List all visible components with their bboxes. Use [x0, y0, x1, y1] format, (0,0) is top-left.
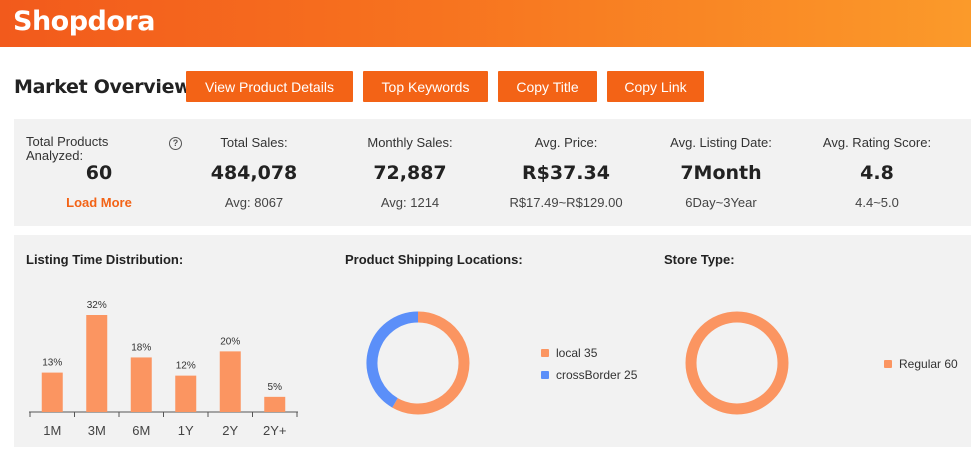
- stat-sub: Avg: 1214: [380, 195, 440, 210]
- stat-monthly-sales: Monthly Sales: 72,887 Avg: 1214: [340, 119, 480, 226]
- bar-value-label: 5%: [268, 382, 283, 393]
- bar-value-label: 13%: [42, 358, 62, 369]
- stat-value: 484,078: [210, 162, 298, 184]
- slice-Regular: [685, 311, 789, 415]
- stat-total-products: Total Products Analyzed: ? 60 Load More: [14, 119, 184, 226]
- x-tick-label: 6M: [132, 423, 150, 438]
- stat-sub: 4.4~5.0: [855, 195, 899, 210]
- top-keywords-button[interactable]: Top Keywords: [363, 71, 488, 102]
- stat-avg-rating: Avg. Rating Score: 4.8 4.4~5.0: [807, 119, 947, 226]
- bar-2Y: [219, 351, 241, 412]
- bar-1M: [41, 372, 63, 412]
- x-tick-label: 3M: [88, 423, 106, 438]
- listing-time-title: Listing Time Distribution:: [26, 252, 184, 267]
- stat-value: 7Month: [680, 162, 762, 184]
- shipping-locations-title: Product Shipping Locations:: [345, 252, 523, 267]
- slice-crossBorder: [366, 311, 419, 408]
- stat-label: Monthly Sales:: [367, 135, 453, 150]
- stat-label: Avg. Listing Date:: [670, 135, 772, 150]
- app-header: Shopdora: [0, 0, 971, 47]
- bar-value-label: 32%: [87, 300, 107, 311]
- stat-label: Total Products Analyzed:: [26, 134, 109, 163]
- shopdora-logo[interactable]: Shopdora: [13, 6, 155, 37]
- stat-avg-price: Avg. Price: R$37.34 R$17.49~R$129.00: [496, 119, 636, 226]
- copy-title-button[interactable]: Copy Title: [498, 71, 597, 102]
- stat-label: Avg. Price:: [534, 135, 598, 150]
- stat-sub: 6Day~3Year: [685, 195, 757, 210]
- slice-local: [392, 311, 470, 415]
- stat-avg-listing-date: Avg. Listing Date: 7Month 6Day~3Year: [651, 119, 791, 226]
- bar-value-label: 12%: [176, 361, 196, 372]
- stats-panel: Total Products Analyzed: ? 60 Load More …: [14, 119, 971, 226]
- legend-label: Regular 60: [899, 357, 958, 371]
- stat-value: 4.8: [860, 162, 894, 184]
- legend-item-crossborder[interactable]: crossBorder 25: [541, 368, 637, 382]
- x-tick-label: 1Y: [178, 423, 194, 438]
- stat-label: Total Sales:: [220, 135, 288, 150]
- legend-swatch: [541, 349, 549, 357]
- bar-1Y: [175, 375, 197, 412]
- stat-value: R$37.34: [522, 162, 610, 184]
- help-icon[interactable]: ?: [169, 137, 182, 150]
- bar-6M: [130, 357, 152, 412]
- stat-total-sales: Total Sales: 484,078 Avg: 8067: [184, 119, 324, 226]
- view-product-details-button[interactable]: View Product Details: [186, 71, 353, 102]
- bar-2Y+: [264, 396, 286, 412]
- stat-label: Avg. Rating Score:: [822, 135, 932, 150]
- legend-label: local 35: [556, 346, 598, 360]
- store-type-donut-chart: [685, 311, 789, 415]
- x-tick-label: 2Y: [222, 423, 238, 438]
- legend-swatch: [884, 360, 892, 368]
- stat-value: 72,887: [373, 162, 447, 184]
- stat-sub: Avg: 8067: [224, 195, 284, 210]
- store-type-title: Store Type:: [664, 252, 735, 267]
- load-more-link[interactable]: Load More: [66, 195, 132, 210]
- charts-panel: Listing Time Distribution: Product Shipp…: [14, 235, 971, 447]
- x-tick-label: 1M: [43, 423, 61, 438]
- legend-item-regular[interactable]: Regular 60: [884, 357, 958, 371]
- legend-label: crossBorder 25: [556, 368, 638, 382]
- bar-3M: [86, 315, 108, 412]
- listing-time-bar-chart: 13% 1M 32% 3M 18% 6M 12% 1Y 20% 2Y 5% 2Y+: [29, 300, 298, 438]
- legend-swatch: [541, 371, 549, 379]
- copy-link-button[interactable]: Copy Link: [607, 71, 704, 102]
- stat-sub: R$17.49~R$129.00: [509, 195, 623, 210]
- page-title: Market Overview: [14, 76, 192, 98]
- x-tick-label: 2Y+: [263, 423, 287, 438]
- legend-item-local[interactable]: local 35: [541, 346, 597, 360]
- shipping-donut-chart: [366, 311, 470, 415]
- stat-value: 60: [85, 162, 113, 184]
- bar-value-label: 20%: [220, 336, 240, 347]
- bar-value-label: 18%: [131, 342, 151, 353]
